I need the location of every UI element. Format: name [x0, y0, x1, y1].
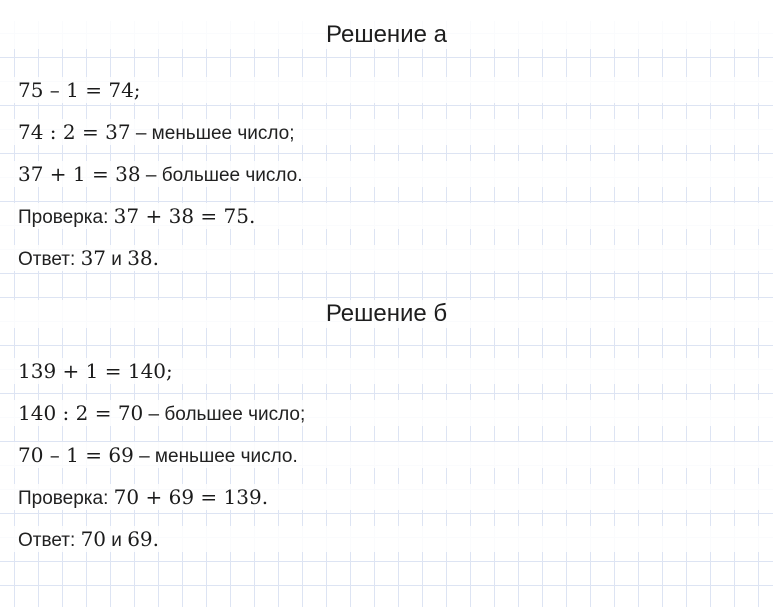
answer-line: Ответ: 37 и 38. [0, 245, 773, 271]
solution-line: 75 – 1 = 74; [0, 77, 773, 103]
solution-section-a: Решение а 75 – 1 = 74; 74 : 2 = 37 – мен… [0, 21, 773, 271]
line-text: – меньшее число; [130, 123, 295, 144]
line-text: и [106, 530, 128, 551]
section-a-title: Решение а [0, 21, 773, 49]
solution-sheet: Решение а 75 – 1 = 74; 74 : 2 = 37 – мен… [0, 21, 773, 607]
math-expression: 139 + 1 = 140; [18, 359, 173, 383]
math-expression: 70 + 69 = 139. [113, 485, 269, 509]
line-text: – большее число; [143, 404, 306, 425]
math-expression: 37 + 1 = 38 [18, 162, 141, 186]
math-expression: 74 : 2 = 37 [18, 120, 131, 144]
check-line: Проверка: 70 + 69 = 139. [0, 484, 773, 510]
math-expression: 70 [80, 527, 107, 551]
check-line: Проверка: 37 + 38 = 75. [0, 203, 773, 229]
math-expression: 70 – 1 = 69 [18, 443, 134, 467]
solution-line: 70 – 1 = 69 – меньшее число. [0, 442, 773, 468]
solution-line: 139 + 1 = 140; [0, 358, 773, 384]
solution-line: 140 : 2 = 70 – большее число; [0, 400, 773, 426]
section-b-title: Решение б [0, 300, 773, 328]
line-text: Проверка: [18, 488, 114, 509]
line-text: Ответ: [18, 249, 81, 270]
answer-line: Ответ: 70 и 69. [0, 526, 773, 552]
line-text: – большее число. [140, 165, 303, 186]
line-text: – меньшее число. [133, 446, 298, 467]
math-expression: 37 [80, 246, 107, 270]
solution-line: 74 : 2 = 37 – меньшее число; [0, 119, 773, 145]
math-expression: 75 – 1 = 74; [18, 78, 141, 102]
math-expression: 140 : 2 = 70 [18, 401, 144, 425]
line-text: Ответ: [18, 530, 81, 551]
line-text: Проверка: [18, 207, 114, 228]
solution-line: 37 + 1 = 38 – большее число. [0, 161, 773, 187]
solution-section-b: Решение б 139 + 1 = 140; 140 : 2 = 70 – … [0, 300, 773, 552]
math-expression: 69. [127, 527, 159, 551]
line-text: и [106, 249, 128, 270]
math-expression: 38. [127, 246, 159, 270]
math-expression: 37 + 38 = 75. [113, 204, 256, 228]
